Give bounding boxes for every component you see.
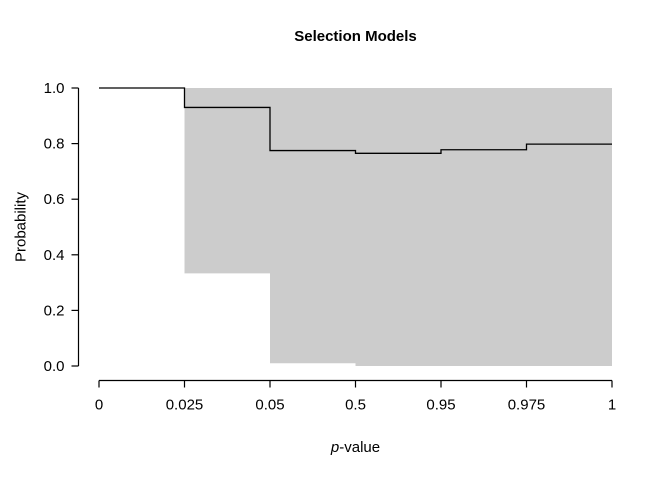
y-tick-label: 0.4 xyxy=(44,247,65,264)
x-axis-title-italic-part: p xyxy=(330,439,340,456)
x-tick-label: 0.5 xyxy=(345,397,366,414)
x-axis-title-rest-part: -value xyxy=(339,439,381,456)
y-tick-label: 0.2 xyxy=(44,302,65,319)
x-tick-label: 0.95 xyxy=(426,397,455,414)
y-tick-label: 1.0 xyxy=(44,80,65,97)
estimate-step-line xyxy=(99,87,612,154)
y-tick-label: 0.0 xyxy=(44,358,65,375)
confidence-band xyxy=(184,88,612,366)
x-tick-label: 0.975 xyxy=(508,397,546,414)
chart-title: Selection Models xyxy=(294,28,417,45)
x-tick-label: 0 xyxy=(95,397,103,414)
x-axis-title: p-value xyxy=(99,439,612,456)
y-axis-title: Probability xyxy=(12,191,30,263)
y-tick-label: 0.8 xyxy=(44,136,65,153)
y-tick-label: 0.6 xyxy=(44,191,65,208)
x-tick-label: 0.025 xyxy=(166,397,204,414)
x-tick-label: 0.05 xyxy=(255,397,284,414)
x-tick-label: 1 xyxy=(608,397,616,414)
